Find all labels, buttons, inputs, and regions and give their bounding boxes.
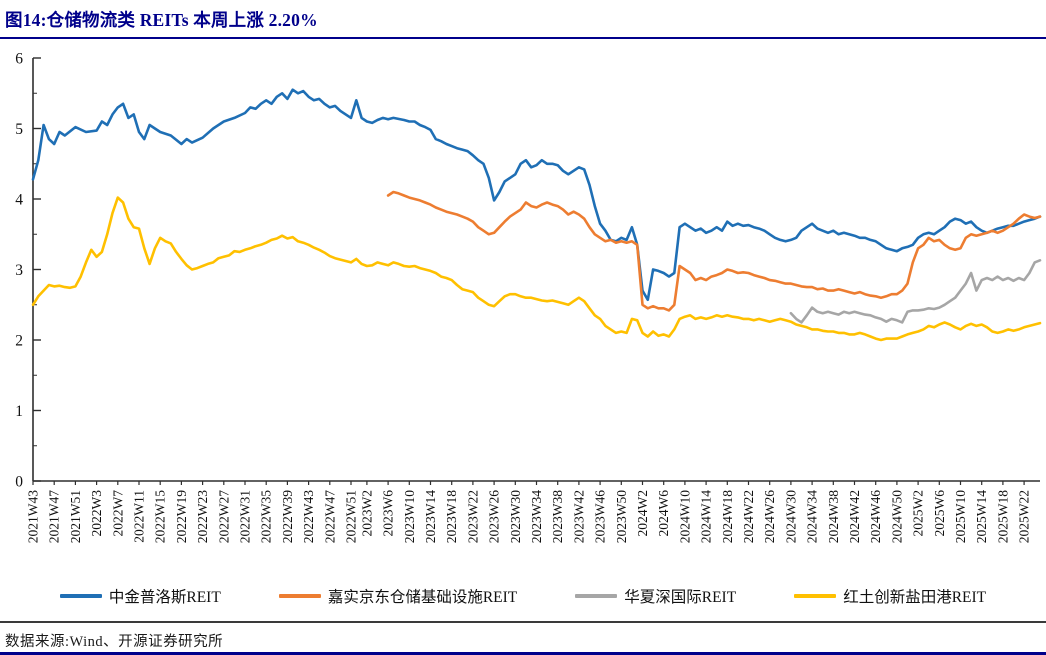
title-underline: [0, 37, 1046, 39]
x-axis-label: 2025W18: [995, 490, 1010, 543]
x-axis-label: 2023W22: [465, 490, 480, 543]
x-axis-label: 2024W10: [677, 490, 692, 543]
x-axis-label: 2023W14: [423, 490, 438, 543]
x-axis-label: 2023W6: [381, 490, 396, 537]
x-axis-label: 2024W30: [783, 490, 798, 543]
chart-legend: 中金普洛斯REIT 嘉实京东仓储基础设施REIT 华夏深国际REIT 红土创新盐…: [0, 583, 1046, 609]
x-axis-label: 2023W2: [359, 490, 374, 537]
x-axis-label: 2023W42: [571, 490, 586, 543]
x-axis-label: 2023W38: [550, 490, 565, 543]
y-axis-label: 2: [15, 332, 23, 349]
line-chart: 0 1 2 3 4 5 6 2021W43 2021W47 2021W51 2022W3 2022W7…: [15, 50, 1042, 543]
x-axis-label: 2023W30: [508, 490, 523, 543]
page-title: 图14:仓储物流类 REITs 本周上涨 2.20%: [5, 10, 318, 30]
legend-line-swatch-gray: [575, 594, 618, 598]
separator-line: [0, 621, 1046, 623]
x-axis-label: 2025W14: [974, 490, 989, 543]
x-axis-label: 2024W26: [762, 490, 777, 543]
x-axis-label: 2022W15: [153, 490, 168, 543]
x-axis-label: 2021W47: [47, 490, 62, 543]
x-axis-label: 2025W2: [911, 490, 926, 537]
legend-item-zhongjin: 中金普洛斯REIT: [59, 585, 221, 607]
x-axis-label: 2023W34: [529, 490, 544, 543]
x-axis-label: 2024W46: [868, 490, 883, 543]
x-axis-label: 2023W10: [402, 490, 417, 543]
data-source-note: 数据来源:Wind、开源证券研究所: [5, 633, 224, 650]
legend-label: 华夏深国际REIT: [624, 589, 737, 606]
x-axis-label: 2022W39: [280, 490, 295, 543]
x-axis-label: 2025W6: [932, 490, 947, 537]
x-axis-label: 2023W18: [444, 490, 459, 543]
x-axis-label: 2022W43: [301, 490, 316, 543]
x-axis-label: 2024W42: [847, 490, 862, 543]
legend-line-swatch-orange: [278, 594, 321, 598]
x-axis-label: 2024W22: [741, 490, 756, 543]
series-line-3: [31, 196, 1042, 342]
series-line-2: [789, 259, 1042, 324]
x-axis-label: 2024W18: [720, 490, 735, 543]
x-axis-label: 2023W46: [593, 490, 608, 543]
x-axis-label: 2022W19: [174, 490, 189, 543]
legend-item-jiashi: 嘉实京东仓储基础设施REIT: [278, 585, 518, 607]
x-axis-label: 2022W7: [110, 490, 125, 537]
y-axis-label: 5: [15, 121, 23, 138]
x-axis-label: 2024W6: [656, 490, 671, 537]
y-axis-label: 0: [15, 473, 23, 490]
x-axis-label: 2022W3: [89, 490, 104, 537]
x-axis-label: 2024W2: [635, 490, 650, 537]
x-axis-label: 2024W50: [889, 490, 904, 543]
figure-header: 图14:仓储物流类 REITs 本周上涨 2.20%: [0, 0, 1046, 32]
y-axis-label: 6: [15, 50, 23, 67]
x-axis-label: 2023W26: [487, 490, 502, 543]
y-axis-label: 1: [15, 403, 23, 420]
x-axis-label: 2023W50: [614, 490, 629, 543]
x-axis-label: 2021W51: [68, 490, 83, 543]
legend-label: 嘉实京东仓储基础设施REIT: [327, 589, 518, 606]
x-axis-label: 2022W35: [259, 490, 274, 543]
x-axis-label: 2021W43: [26, 490, 41, 543]
series-line-1: [386, 190, 1042, 312]
x-axis-label: 2022W27: [216, 490, 231, 543]
x-axis-label: 2022W47: [322, 490, 337, 543]
y-axis-label: 3: [15, 262, 23, 279]
legend-item-hongtu: 红土创新盐田港REIT: [794, 585, 986, 607]
x-axis-label: 2022W31: [238, 490, 253, 543]
x-axis-label: 2022W11: [132, 490, 147, 543]
legend-line-swatch-blue: [59, 594, 102, 598]
x-axis-label: 2024W34: [805, 490, 820, 543]
y-axis-label: 4: [15, 191, 23, 208]
legend-item-huaxia: 华夏深国际REIT: [575, 585, 736, 607]
x-axis-label: 2024W14: [699, 490, 714, 543]
legend-line-swatch-yellow: [794, 594, 837, 598]
x-axis-label: 2022W23: [195, 490, 210, 543]
x-axis-label: 2025W22: [1017, 490, 1032, 543]
bottom-border: [0, 652, 1046, 655]
series-line-0: [31, 88, 1042, 302]
x-axis-label: 2022W51: [344, 490, 359, 543]
x-axis-label: 2024W38: [826, 490, 841, 543]
legend-label: 中金普洛斯REIT: [108, 589, 221, 606]
legend-label: 红土创新盐田港REIT: [843, 589, 987, 606]
x-axis-label: 2025W10: [953, 490, 968, 543]
